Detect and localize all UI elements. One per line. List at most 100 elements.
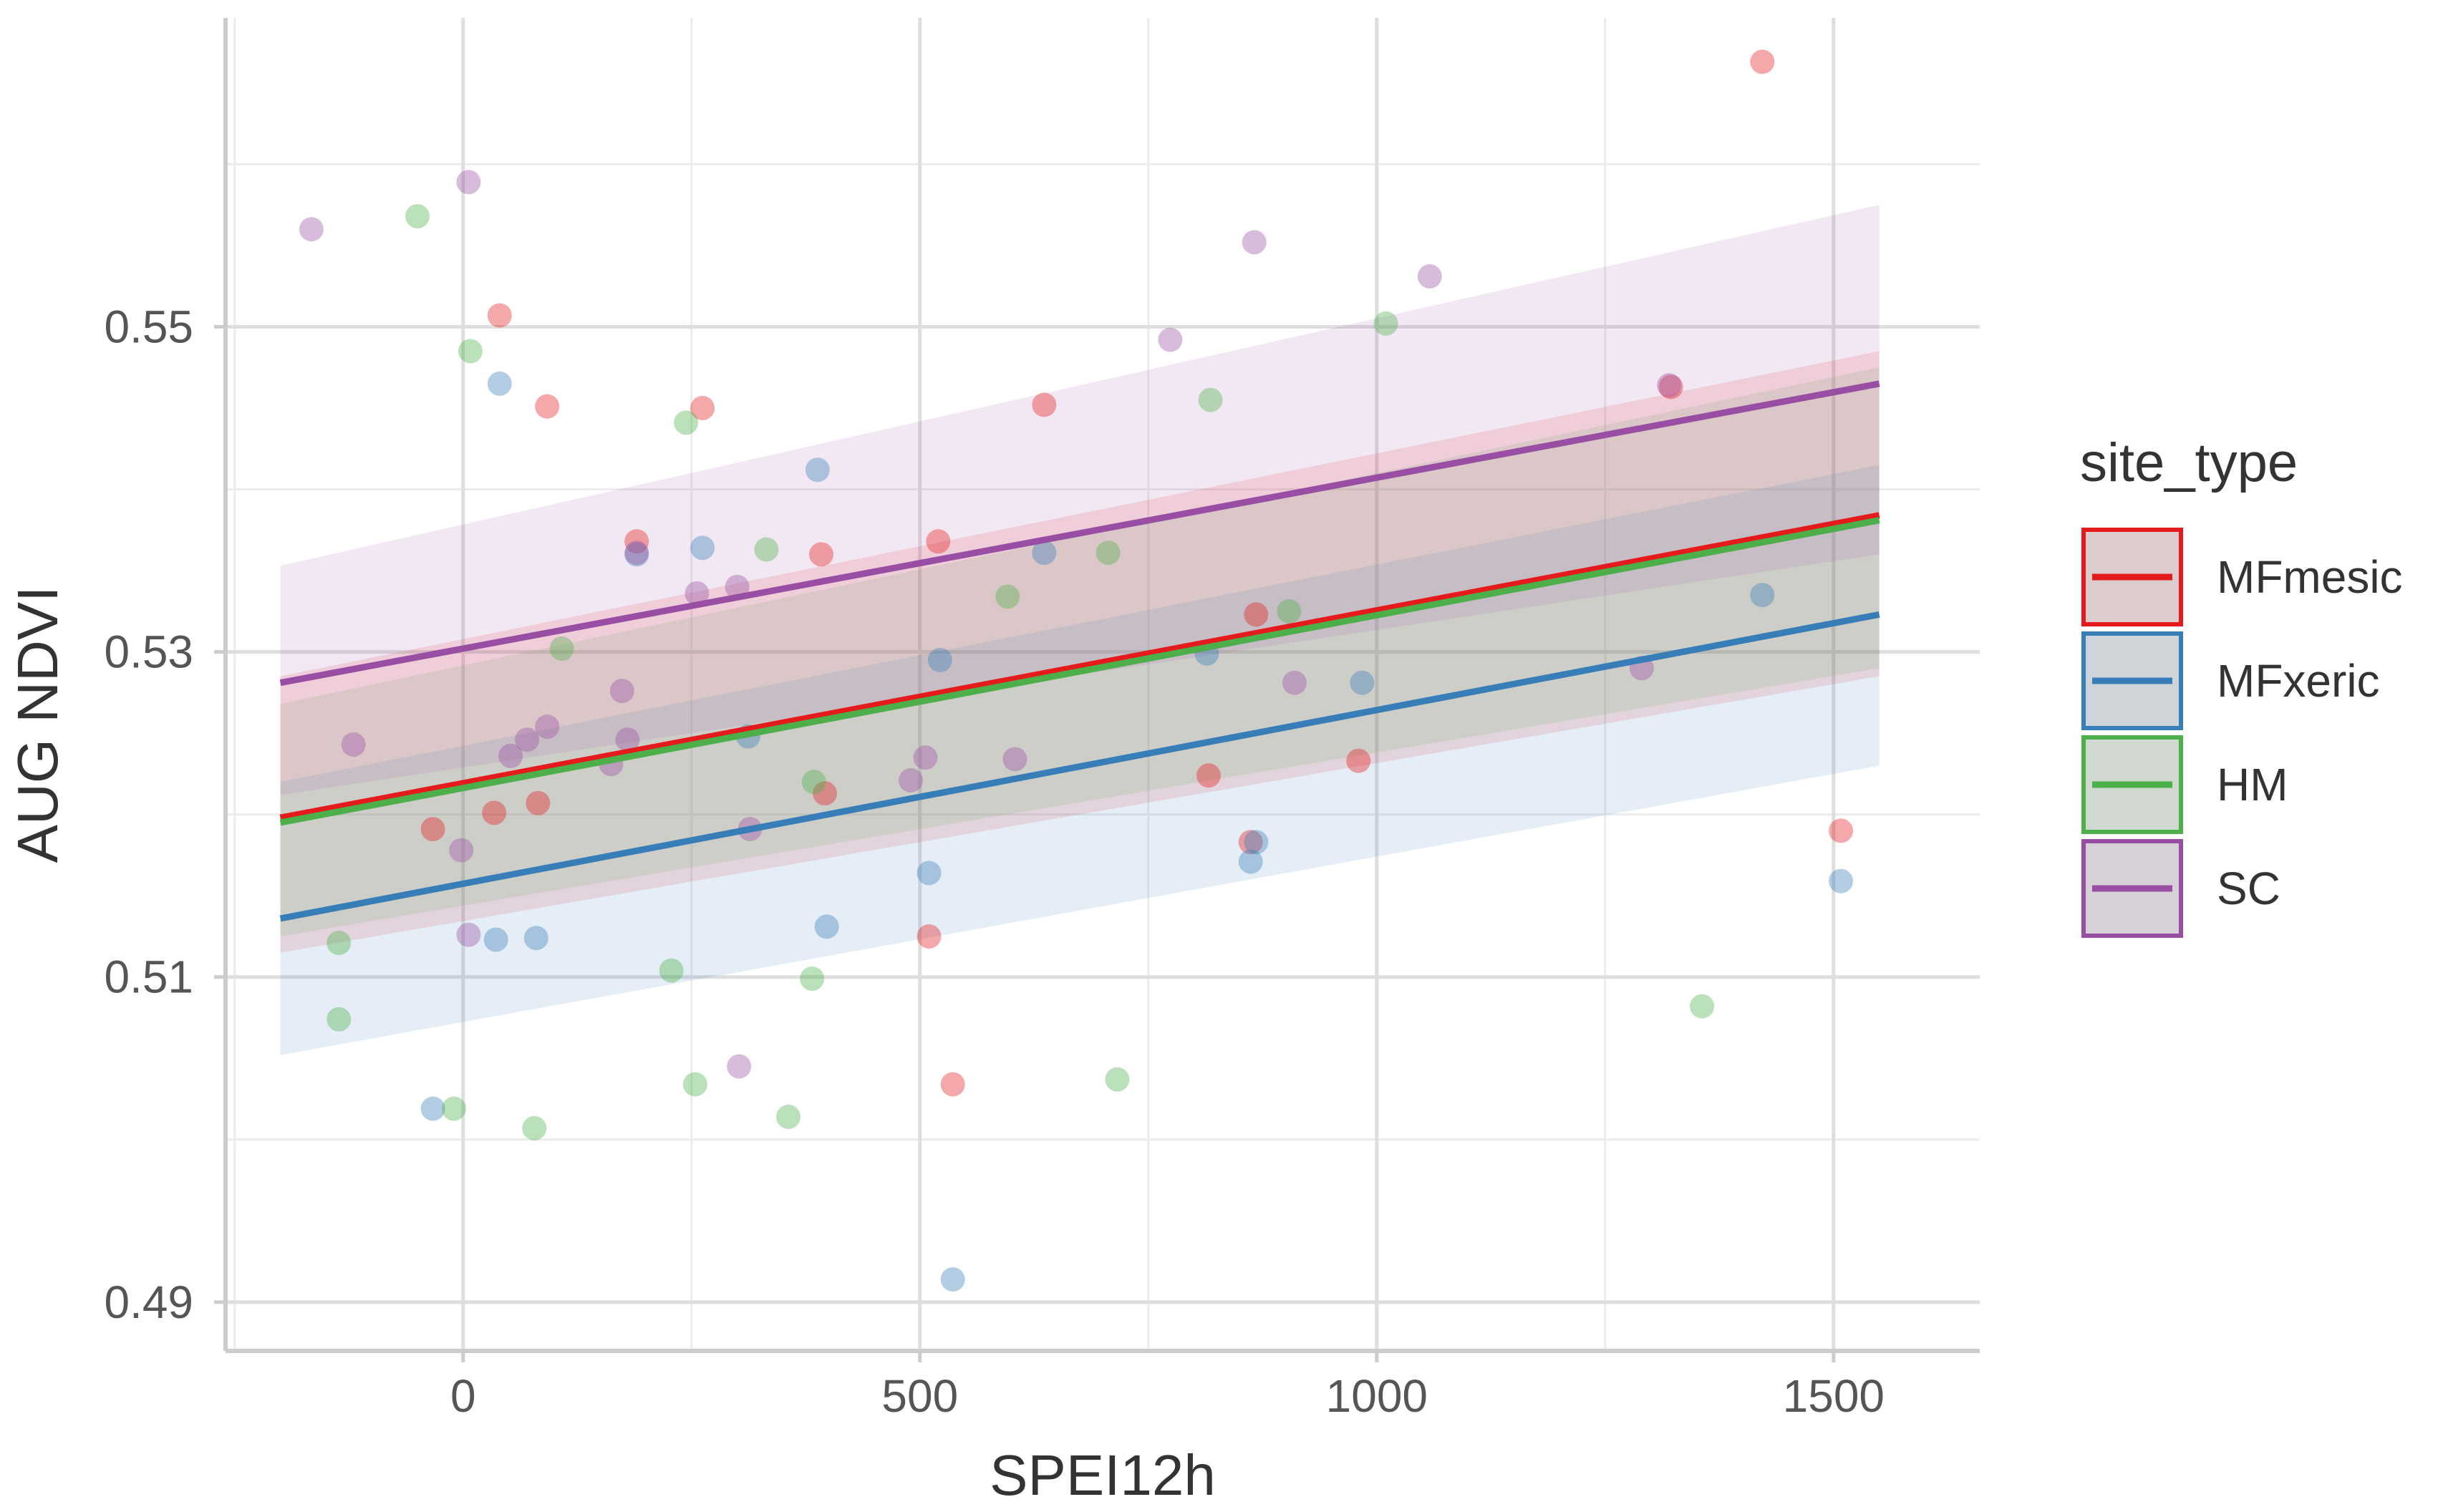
x-axis-title: SPEI12h [990, 1443, 1216, 1507]
y-tick-label: 0.49 [104, 1276, 193, 1328]
x-tick-label: 1000 [1326, 1370, 1428, 1422]
point-SC [535, 714, 560, 740]
y-tick-label: 0.55 [104, 301, 193, 352]
legend-item-HM: HM [2081, 735, 2288, 834]
point-HM [1690, 994, 1715, 1019]
point-MFxeric [1244, 830, 1269, 855]
x-tick-labels: 0 500 1000 1500 [450, 1370, 1885, 1422]
point-MFmesic [690, 395, 715, 420]
point-MFxeric [927, 647, 952, 672]
legend: site_type MFmesic MFxeric HM SC [2080, 432, 2403, 938]
point-SC [498, 743, 523, 768]
point-SC [685, 581, 710, 606]
point-HM [1198, 387, 1223, 412]
point-MFmesic [1032, 392, 1057, 417]
point-SC [913, 745, 938, 770]
line-MFxeric [279, 611, 1880, 922]
point-MFxeric [487, 371, 512, 396]
point-HM [776, 1105, 801, 1130]
point-SC [515, 727, 540, 752]
data-points [299, 49, 1854, 1292]
point-SC [449, 838, 474, 863]
point-HM [659, 958, 684, 983]
point-SC [1242, 230, 1267, 255]
point-HM [549, 636, 574, 662]
point-HM [326, 931, 352, 956]
point-HM [326, 1007, 352, 1032]
y-axis-title: AUG NDVI [6, 586, 69, 863]
point-MFmesic [808, 542, 833, 567]
point-HM [674, 410, 699, 435]
point-HM [522, 1115, 547, 1140]
point-SC [341, 732, 366, 757]
point-SC [609, 679, 634, 704]
point-MFmesic [940, 1072, 965, 1097]
point-HM [800, 966, 825, 992]
point-MFmesic [1244, 602, 1269, 627]
legend-label: HM [2217, 759, 2288, 810]
point-MFmesic [1346, 748, 1371, 773]
point-MFmesic [420, 817, 445, 842]
ribbon-MFxeric [280, 465, 1880, 1055]
point-MFmesic [1658, 374, 1683, 399]
point-HM [995, 584, 1020, 609]
y-tick-label: 0.51 [104, 951, 193, 1003]
grid-minor [226, 18, 1980, 1351]
legend-item-MFxeric: MFxeric [2081, 631, 2380, 730]
line-MFmesic [279, 512, 1880, 821]
point-MFxeric [1032, 541, 1057, 566]
point-HM [442, 1096, 467, 1121]
point-MFmesic [535, 394, 560, 419]
y-tick-label: 0.53 [104, 626, 193, 678]
ribbon-HM [280, 367, 1880, 936]
regression-lines [279, 380, 1880, 922]
point-MFxeric [1350, 670, 1375, 695]
point-MFxeric [940, 1267, 965, 1292]
point-MFxeric [483, 927, 508, 952]
point-SC [1417, 264, 1442, 289]
point-MFxeric [916, 861, 942, 886]
y-tick-labels: 0.49 0.51 0.53 0.55 [104, 301, 193, 1327]
legend-label: MFmesic [2217, 551, 2403, 603]
line-SC [279, 380, 1880, 687]
point-HM [458, 339, 483, 364]
x-tick-label: 500 [881, 1370, 958, 1422]
point-HM [682, 1072, 707, 1097]
point-MFmesic [1238, 830, 1263, 855]
point-MFmesic [1829, 818, 1854, 843]
point-MFxeric [420, 1096, 445, 1121]
x-tick-label: 1500 [1783, 1370, 1885, 1422]
point-MFxeric [690, 536, 715, 561]
point-MFmesic [1196, 763, 1222, 788]
point-MFmesic [916, 924, 942, 949]
point-MFmesic [526, 790, 551, 815]
point-MFxeric [1829, 868, 1854, 893]
point-HM [1277, 598, 1302, 624]
point-SC [299, 217, 324, 242]
legend-label: MFxeric [2217, 655, 2380, 707]
axes [214, 18, 1980, 1362]
legend-label: SC [2217, 863, 2280, 914]
point-MFmesic [926, 529, 951, 554]
point-SC [899, 767, 924, 793]
point-SC [456, 170, 481, 195]
point-MFxeric [1238, 849, 1263, 874]
point-MFmesic [482, 800, 507, 825]
point-MFxeric [805, 457, 830, 483]
point-HM [1105, 1067, 1130, 1092]
legend-item-MFmesic: MFmesic [2081, 528, 2403, 626]
point-SC [1282, 670, 1307, 695]
point-HM [1095, 541, 1121, 566]
point-MFmesic [487, 303, 512, 328]
point-MFxeric [624, 542, 649, 567]
point-MFmesic [813, 781, 838, 806]
point-SC [1002, 747, 1027, 772]
point-MFxeric [814, 914, 839, 939]
x-tick-label: 0 [450, 1370, 476, 1422]
point-HM [754, 537, 779, 562]
point-SC [615, 727, 640, 752]
point-HM [801, 770, 826, 795]
point-HM [405, 204, 430, 229]
point-MFmesic [1750, 49, 1775, 74]
